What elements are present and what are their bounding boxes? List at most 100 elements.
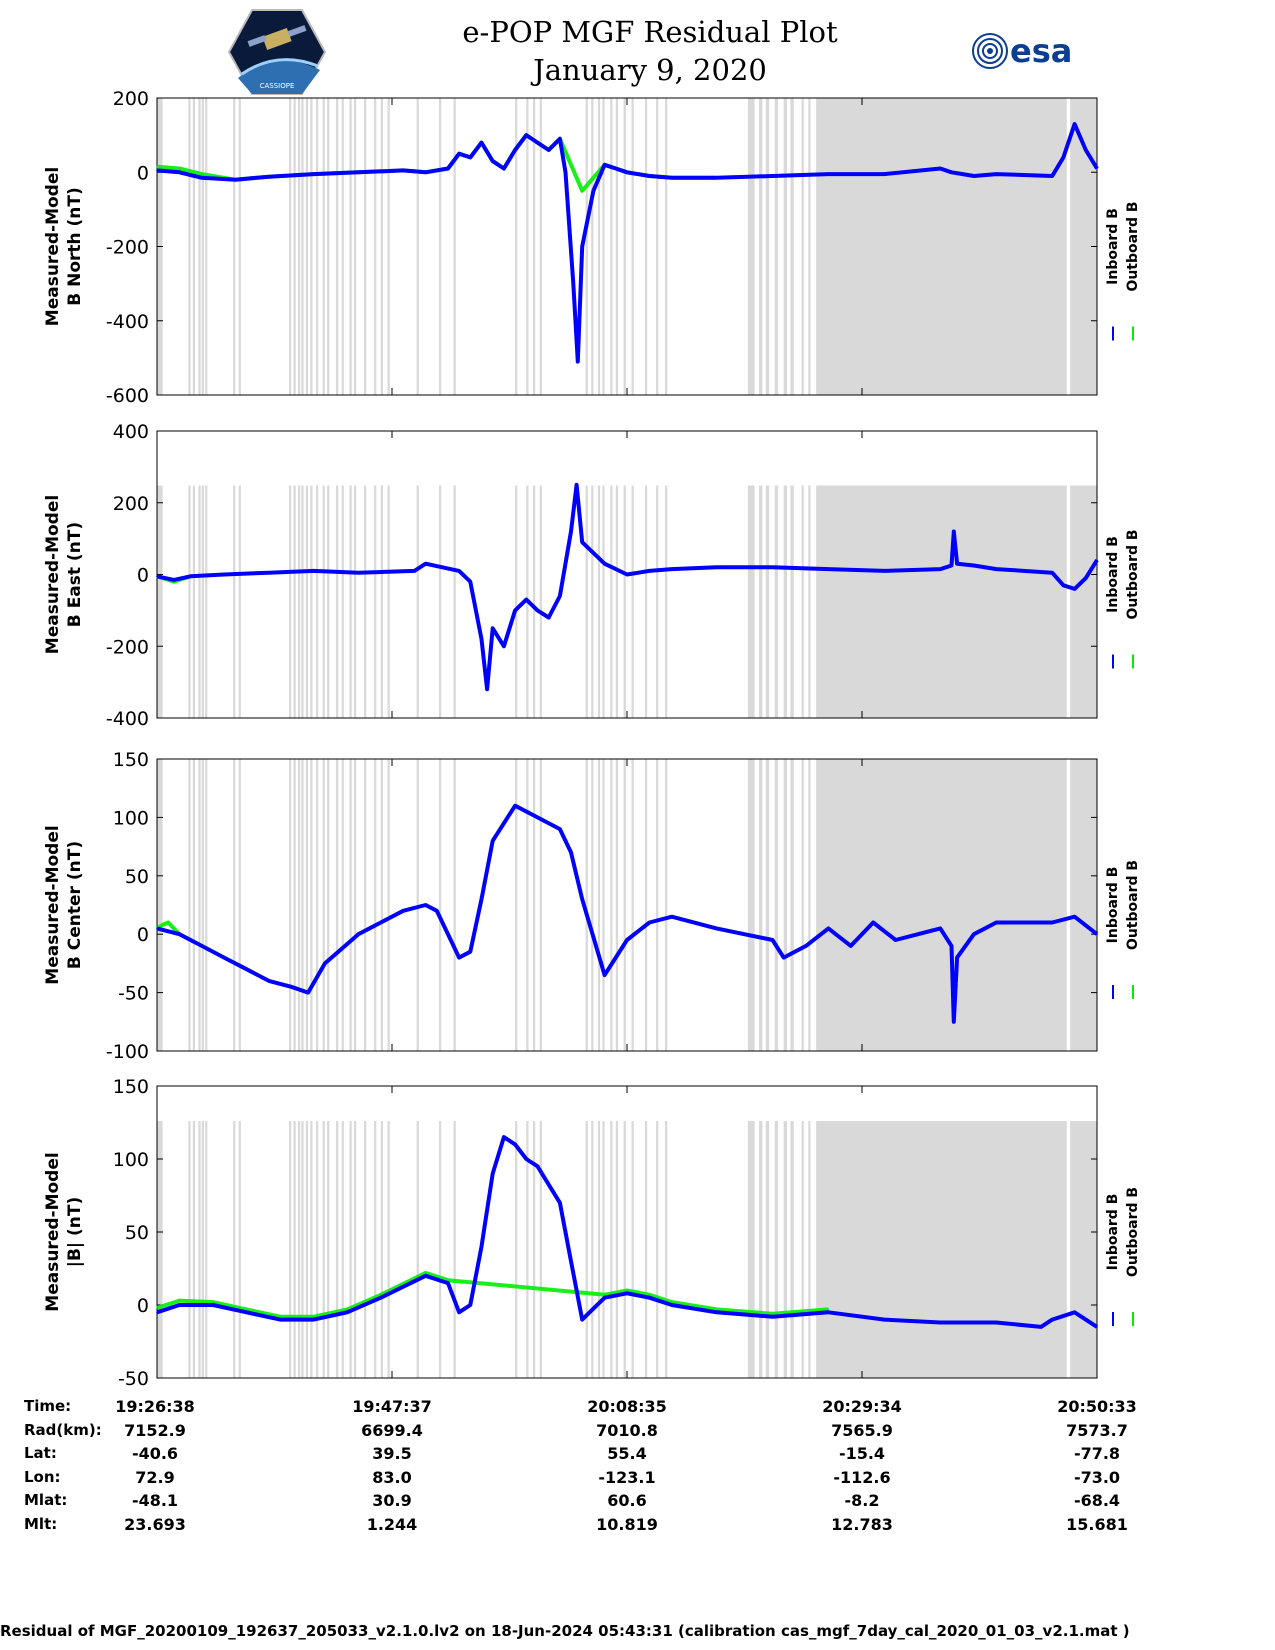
data-gap-shade — [416, 485, 419, 718]
series-inboard-point — [200, 177, 203, 179]
data-gap-shade — [233, 98, 236, 395]
data-gap-shade — [416, 98, 419, 395]
data-gap-shade — [615, 98, 619, 395]
data-gap-shade — [198, 1121, 201, 1378]
series-inboard-point — [670, 915, 673, 918]
data-gap-shade — [808, 98, 811, 395]
data-gap-shade — [602, 1121, 605, 1378]
series-inboard-point — [447, 933, 449, 935]
series-outboard-point — [670, 1301, 673, 1303]
series-inboard-point — [435, 910, 438, 912]
data-gap-shade — [597, 759, 601, 1051]
data-gap-shade — [539, 98, 542, 395]
data-gap-shade — [439, 98, 442, 395]
info-row-value: -40.6 — [131, 1444, 179, 1464]
y-tick-label: -400 — [106, 311, 149, 333]
series-inboard-point — [357, 171, 360, 174]
series-inboard-point — [480, 638, 483, 640]
data-gap-shade — [783, 759, 788, 1051]
data-gap-shade — [515, 759, 518, 1051]
series-outboard-point — [827, 1308, 830, 1311]
data-gap-shade — [539, 485, 542, 718]
series-inboard-point — [805, 945, 807, 947]
data-gap-shade — [293, 98, 296, 395]
data-gap-shade — [380, 759, 384, 1051]
data-gap-shade — [747, 485, 755, 718]
series-inboard-point — [950, 945, 953, 947]
series-inboard-point — [525, 598, 528, 601]
info-row-value: 20:29:34 — [822, 1397, 902, 1416]
legend-outboard-label: Outboard B — [1125, 1187, 1141, 1277]
series-inboard-point — [458, 1311, 460, 1314]
series-inboard-point — [380, 1296, 382, 1299]
series-inboard-point — [648, 921, 651, 924]
series-inboard-point — [917, 933, 919, 935]
data-gap-shade — [591, 759, 594, 1051]
data-gap-shade — [238, 759, 241, 1051]
data-gap-shade — [591, 485, 594, 718]
series-inboard-point — [626, 171, 628, 174]
data-gap-shade — [665, 98, 668, 395]
data-gap-shade — [623, 1121, 626, 1378]
data-gap-shade — [238, 98, 241, 395]
y-tick-label: -50 — [118, 983, 149, 1005]
data-gap-shade — [289, 485, 292, 718]
data-gap-shade — [205, 98, 208, 395]
y-tick-label: 100 — [113, 807, 149, 829]
data-gap-shade — [783, 98, 788, 395]
series-inboard-point — [1073, 915, 1076, 918]
panel-b-center: 150 100 50 0 -50 -100 Measured-Model B Center (… — [43, 749, 1141, 1063]
data-gap-shade — [808, 1121, 811, 1378]
info-row-value: 12.783 — [831, 1515, 893, 1534]
series-inboard-point — [156, 169, 158, 172]
data-gap-shade — [341, 485, 344, 718]
series-inboard-point — [279, 1318, 281, 1321]
data-gap-shade — [585, 98, 588, 395]
series-inboard-point — [307, 991, 309, 994]
data-gap-shade — [322, 485, 325, 718]
data-gap-shade — [591, 98, 594, 395]
series-inboard-point — [581, 541, 584, 544]
y-tick-label: -400 — [106, 708, 149, 730]
info-row-value: -77.8 — [1073, 1444, 1121, 1464]
series-outboard-point — [771, 1312, 774, 1315]
y-axis-label: Measured-Model B North (nT) — [43, 167, 85, 326]
footer-caption-text: Residual of MGF_20200109_192637_205033_v… — [0, 1622, 1130, 1640]
data-gap-shade — [353, 1121, 357, 1378]
data-gap-shade — [310, 759, 313, 1051]
y-tick-label: 400 — [113, 421, 149, 443]
data-gap-shade — [759, 98, 763, 395]
data-gap-shade — [192, 485, 196, 718]
data-gap-shade — [305, 98, 309, 395]
info-row-label: Lat: — [24, 1444, 57, 1463]
series-inboard-point — [525, 1158, 528, 1160]
legend: Inboard B Outboard B — [1105, 201, 1141, 341]
data-gap-shade — [816, 759, 1067, 1051]
series-inboard-point — [525, 134, 528, 136]
data-gap-shade — [644, 1121, 648, 1378]
series-inboard-point — [1051, 175, 1054, 177]
series-inboard-point — [380, 921, 382, 924]
series-outboard-point — [212, 1301, 214, 1303]
data-gap-shade — [305, 485, 309, 718]
series-outboard-point — [715, 1308, 718, 1311]
y-tick-label: 200 — [113, 88, 149, 110]
data-gap-shade — [327, 759, 330, 1051]
series-inboard-point — [559, 595, 561, 597]
legend: Inboard B Outboard B — [1105, 860, 1141, 999]
info-row-value: 39.5 — [372, 1444, 412, 1464]
data-gap-shade — [453, 485, 456, 718]
series-outboard-point — [581, 190, 584, 192]
series-inboard-point — [771, 175, 774, 177]
series-inboard-point — [827, 1311, 830, 1314]
data-gap-shade — [631, 1121, 634, 1378]
data-gap-shade — [188, 1121, 191, 1378]
y-axis-label-line1: Measured-Model — [43, 825, 63, 984]
series-inboard-point — [1073, 1311, 1076, 1314]
data-gap-shade — [783, 485, 788, 718]
series-inboard-point — [939, 568, 942, 570]
series-inboard-point — [939, 927, 942, 930]
series-inboard-point — [883, 570, 886, 572]
series-outboard-point — [178, 1299, 181, 1302]
y-axis-label-line1: Measured-Model — [43, 1152, 63, 1311]
